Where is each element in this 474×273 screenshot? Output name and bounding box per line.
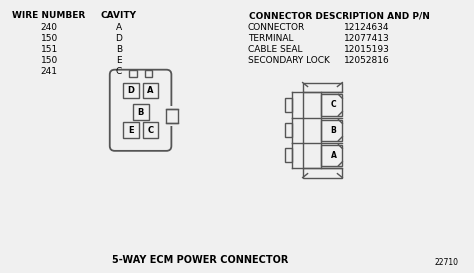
- Bar: [133, 104, 148, 120]
- Text: A: A: [116, 23, 122, 32]
- Bar: [320, 145, 342, 166]
- Text: WIRE NUMBER: WIRE NUMBER: [12, 11, 86, 20]
- Bar: [164, 106, 180, 126]
- Bar: [302, 168, 342, 177]
- Text: 12052816: 12052816: [345, 56, 390, 65]
- Text: CONNECTOR: CONNECTOR: [248, 23, 305, 32]
- Bar: [285, 98, 292, 112]
- Bar: [302, 82, 342, 93]
- Text: 150: 150: [40, 34, 58, 43]
- Text: C: C: [331, 100, 336, 109]
- Text: B: B: [137, 108, 144, 117]
- Text: 151: 151: [40, 45, 58, 54]
- Text: E: E: [116, 56, 121, 65]
- Text: SECONDARY LOCK: SECONDARY LOCK: [248, 56, 330, 65]
- Text: B: B: [116, 45, 122, 54]
- Text: B: B: [330, 126, 337, 135]
- Text: CONNECTOR DESCRIPTION AND P/N: CONNECTOR DESCRIPTION AND P/N: [249, 11, 430, 20]
- Text: 22710: 22710: [435, 258, 459, 267]
- Text: D: D: [115, 34, 122, 43]
- Bar: [320, 94, 342, 115]
- Text: 150: 150: [40, 56, 58, 65]
- Text: D: D: [127, 86, 134, 95]
- Text: 240: 240: [41, 23, 58, 32]
- FancyBboxPatch shape: [110, 70, 172, 151]
- Bar: [285, 148, 292, 162]
- Text: E: E: [128, 126, 134, 135]
- Bar: [285, 123, 292, 137]
- Bar: [128, 70, 137, 77]
- Text: 12124634: 12124634: [345, 23, 390, 32]
- Bar: [320, 120, 342, 141]
- Text: 12015193: 12015193: [345, 45, 390, 54]
- Text: 241: 241: [41, 67, 58, 76]
- Bar: [123, 122, 138, 138]
- Text: C: C: [116, 67, 122, 76]
- Text: CABLE SEAL: CABLE SEAL: [248, 45, 302, 54]
- Text: CAVITY: CAVITY: [100, 11, 137, 20]
- Text: A: A: [147, 86, 154, 95]
- Text: C: C: [147, 126, 154, 135]
- Text: A: A: [330, 151, 337, 160]
- Bar: [166, 109, 178, 123]
- Text: 12077413: 12077413: [345, 34, 390, 43]
- Bar: [143, 122, 158, 138]
- Text: 5-WAY ECM POWER CONNECTOR: 5-WAY ECM POWER CONNECTOR: [112, 255, 288, 265]
- Bar: [145, 70, 153, 77]
- Text: TERMINAL: TERMINAL: [248, 34, 293, 43]
- Bar: [123, 82, 138, 98]
- Bar: [143, 82, 158, 98]
